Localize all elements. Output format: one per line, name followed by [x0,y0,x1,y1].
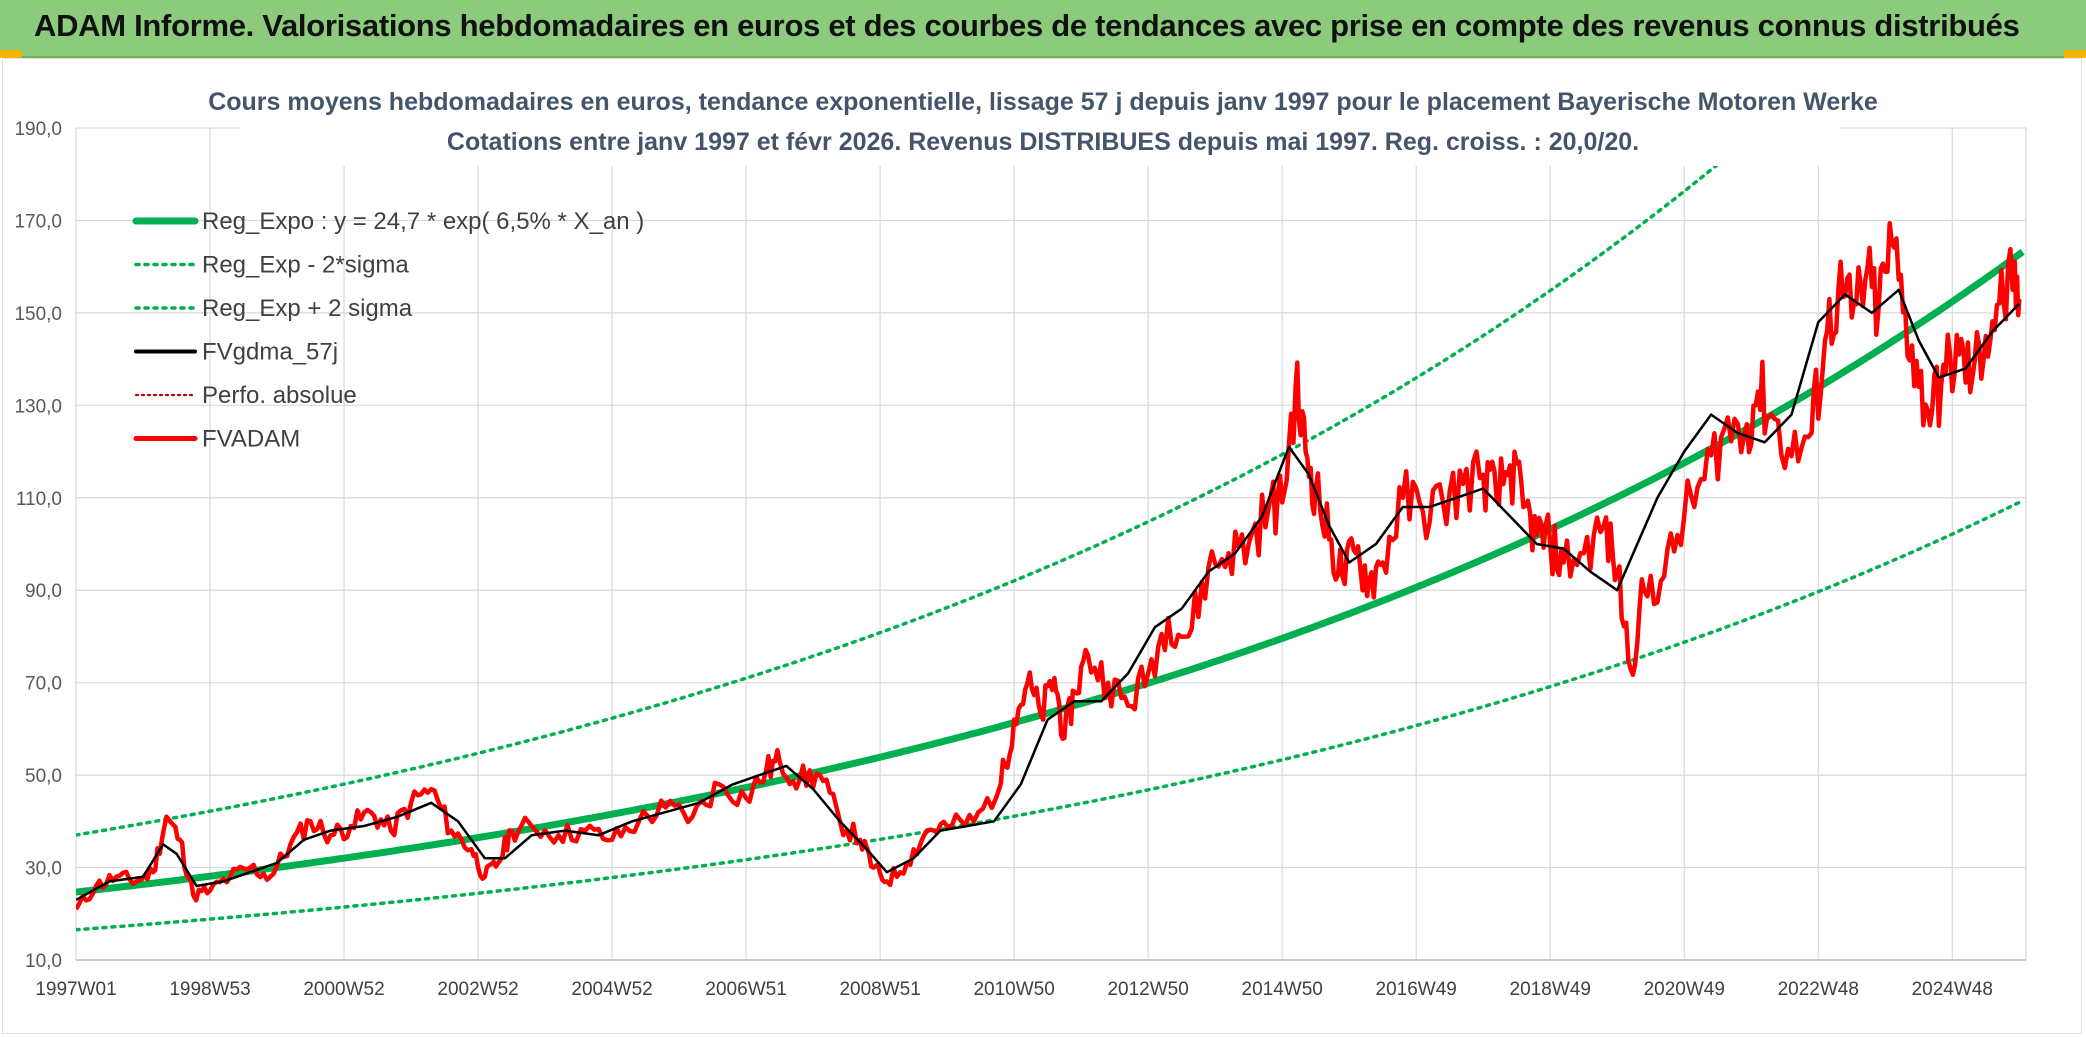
x-tick-label: 2002W52 [437,979,518,1000]
legend-label-perfo: Perfo. absolue [202,382,357,409]
corner-accent-right [2064,50,2086,58]
x-tick-label: 2006W51 [705,979,786,1000]
x-tick-label: 2008W51 [839,979,920,1000]
fvadam-line [76,221,2022,911]
x-tick-label: 2000W52 [303,979,384,1000]
y-tick-label: 110,0 [16,489,62,510]
report-title: ADAM Informe. Valorisations hebdomadaire… [34,8,2020,43]
x-tick-label: 1997W01 [35,979,116,1000]
x-axis-ticks: 1997W01 1998W53 2000W52 2002W52 2004W52 2006W… [35,979,1993,1000]
x-tick-label: 2022W48 [1778,979,1859,1000]
x-tick-label: 2010W50 [973,979,1054,1000]
x-tick-label: 2018W49 [1510,979,1591,1000]
series-layer [76,116,2025,932]
legend-label-reg_plus: Reg_Exp + 2 sigma [202,295,413,322]
y-tick-label: 90,0 [25,581,62,602]
x-tick-label: 2014W50 [1242,979,1323,1000]
y-tick-label: 170,0 [14,211,62,232]
chart-title: Cours moyens hebdomadaires en euros, ten… [208,88,1878,116]
corner-accent-left [0,50,22,58]
y-tick-label: 30,0 [25,859,62,880]
y-tick-label: 70,0 [25,674,62,695]
reg-exp-minus-2sigma-line [76,499,2025,932]
x-tick-label: 2024W48 [1912,979,1993,1000]
x-tick-label: 1998W53 [169,979,250,1000]
x-tick-label: 2020W49 [1644,979,1725,1000]
y-axis-ticks: 10,0 30,0 50,0 70,0 90,0 110,0 130,0 150,0 170,0… [14,119,62,972]
report-banner: ADAM Informe. Valorisations hebdomadaire… [0,0,2086,58]
legend-label-fvadam: FVADAM [202,426,300,453]
legend: Reg_Expo : y = 24,7 * exp( 6,5% * X_an )… [132,208,644,453]
y-tick-label: 130,0 [14,396,62,417]
title-backdrop [240,80,1840,166]
chart-subtitle: Cotations entre janv 1997 et févr 2026. … [447,128,1639,156]
fvgdma-57j-line [76,288,2021,901]
reg-exp-plus-2sigma-line [76,116,1778,837]
legend-label-reg_minus: Reg_Exp - 2*sigma [202,252,409,279]
y-tick-label: 50,0 [25,766,62,787]
reg-expo-line [76,249,2025,896]
y-tick-label: 190,0 [14,119,62,140]
y-tick-label: 150,0 [14,304,62,325]
chart-frame [2,58,2082,1034]
x-tick-label: 2016W49 [1376,979,1457,1000]
x-tick-label: 2004W52 [571,979,652,1000]
legend-label-fvgdma: FVgdma_57j [202,339,338,366]
y-tick-label: 10,0 [25,951,62,972]
x-tick-label: 2012W50 [1107,979,1188,1000]
legend-label-reg_expo: Reg_Expo : y = 24,7 * exp( 6,5% * X_an ) [202,208,644,235]
